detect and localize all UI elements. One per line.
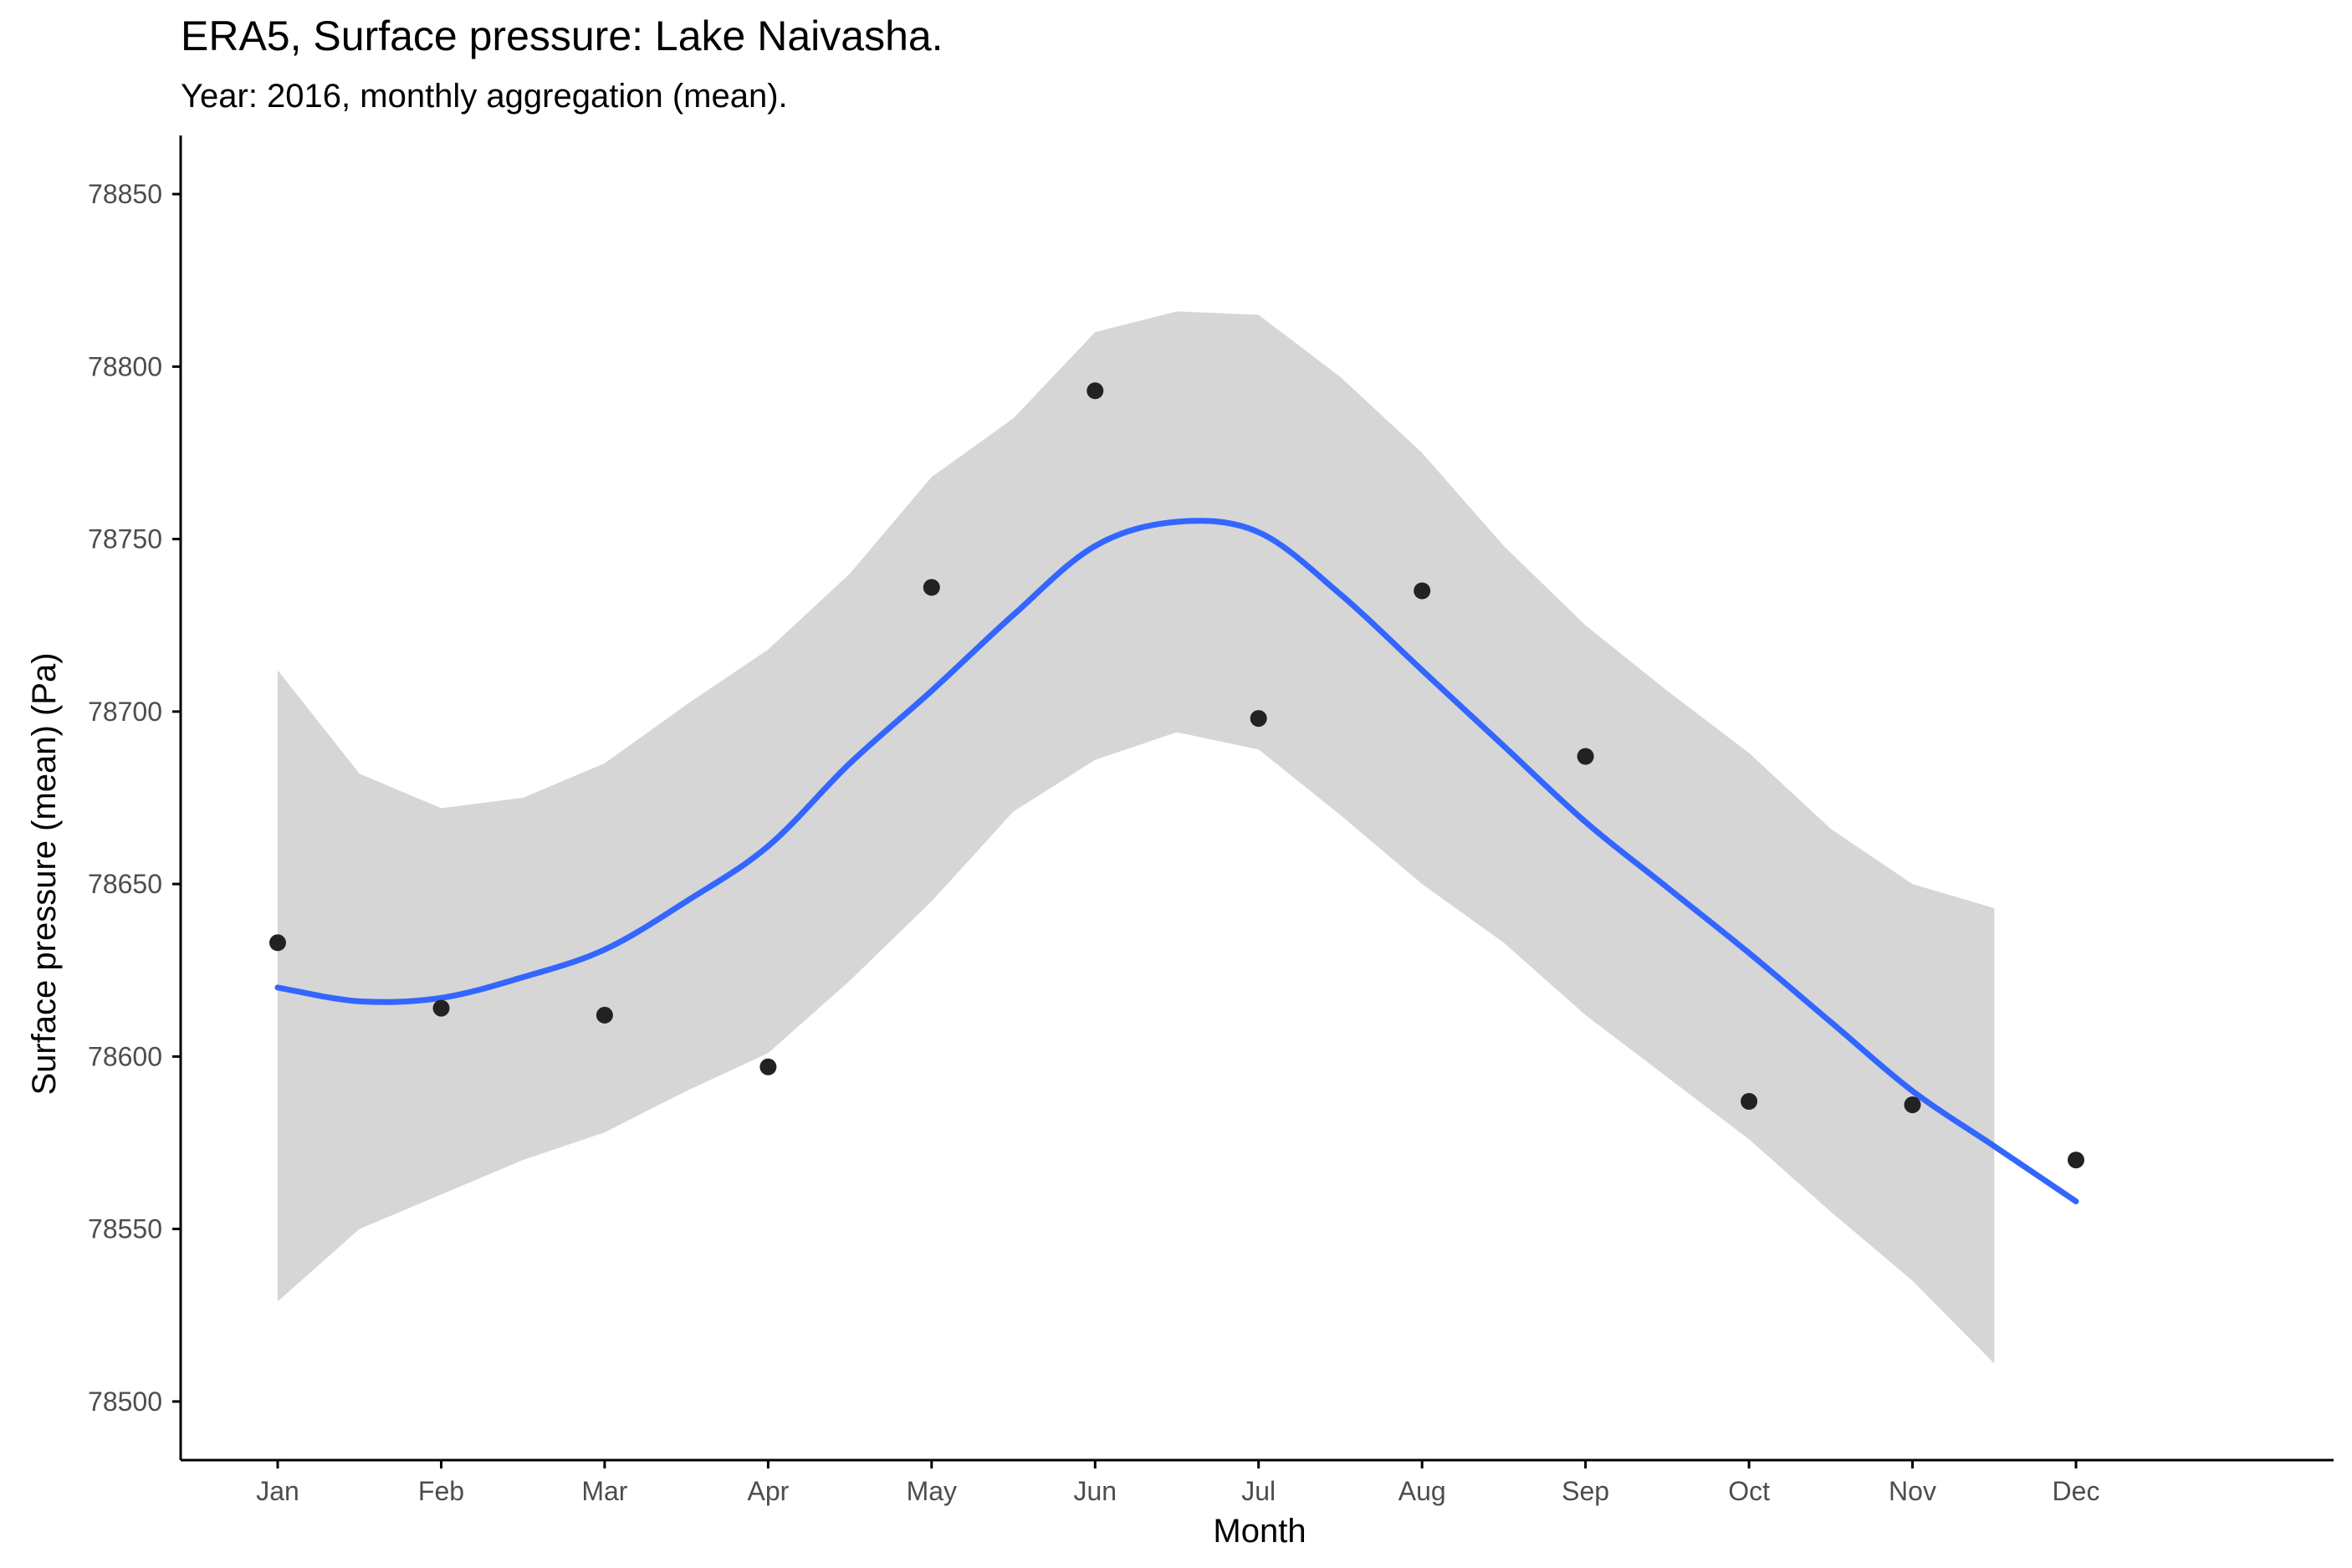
- y-tick-label: 78600: [88, 1041, 162, 1071]
- x-tick-label: Oct: [1728, 1476, 1770, 1506]
- chart-subtitle: Year: 2016, monthly aggregation (mean).: [181, 78, 788, 115]
- y-tick-label: 78850: [88, 179, 162, 209]
- data-point-aug: [1414, 582, 1431, 600]
- y-tick-label: 78550: [88, 1214, 162, 1244]
- x-tick-label: Apr: [748, 1476, 790, 1506]
- x-tick-label: Jan: [256, 1476, 299, 1506]
- x-axis: Jan Feb Mar Apr May Jun Jul Aug Sep Oct Nov Dec: [256, 1460, 2099, 1506]
- x-tick-label: Sep: [1562, 1476, 1609, 1506]
- y-tick-label: 78500: [88, 1387, 162, 1417]
- chart-title: ERA5, Surface pressure: Lake Naivasha.: [181, 13, 943, 59]
- data-point-apr: [759, 1058, 777, 1075]
- data-point-dec: [2068, 1152, 2084, 1169]
- plot-area: [269, 311, 2084, 1364]
- x-tick-label: Aug: [1398, 1476, 1446, 1506]
- x-tick-label: Nov: [1889, 1476, 1936, 1506]
- data-point-nov: [1904, 1096, 1921, 1114]
- data-points: [269, 382, 2084, 1169]
- y-axis: 78500 78550 78600 78650 78700 78750 78800 78850: [88, 179, 181, 1417]
- y-axis-title: Surface pressure (mean) (Pa): [26, 652, 63, 1095]
- y-tick-label: 78650: [88, 869, 162, 899]
- data-point-sep: [1577, 748, 1594, 765]
- data-point-jul: [1250, 710, 1267, 728]
- y-tick-label: 78800: [88, 351, 162, 381]
- x-axis-title: Month: [1213, 1513, 1306, 1550]
- confidence-band: [278, 311, 1995, 1364]
- x-tick-label: May: [907, 1476, 957, 1506]
- x-tick-label: Jul: [1241, 1476, 1276, 1506]
- y-tick-label: 78750: [88, 524, 162, 554]
- smooth-line: [274, 518, 2079, 1205]
- data-point-mar: [596, 1006, 613, 1024]
- x-tick-label: Dec: [2053, 1476, 2100, 1506]
- x-tick-label: Feb: [418, 1476, 464, 1506]
- x-tick-label: Mar: [581, 1476, 627, 1506]
- data-point-oct: [1741, 1093, 1758, 1110]
- data-point-may: [923, 579, 940, 596]
- data-point-feb: [432, 999, 450, 1017]
- x-tick-label: Jun: [1074, 1476, 1117, 1506]
- data-point-jan: [269, 934, 286, 952]
- y-tick-label: 78700: [88, 697, 162, 727]
- data-point-jun: [1087, 382, 1104, 400]
